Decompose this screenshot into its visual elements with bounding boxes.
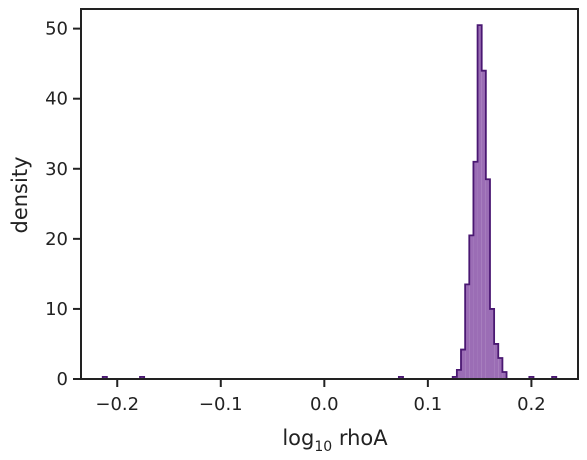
y-axis-label: density <box>8 157 32 234</box>
x-tick-label: −0.1 <box>199 394 243 415</box>
y-tick-label: 50 <box>45 19 68 40</box>
histogram-bar <box>456 369 461 379</box>
histogram-bar <box>481 70 486 380</box>
histogram-bar <box>477 25 482 379</box>
histogram-bars <box>101 24 561 380</box>
histogram-outline <box>101 24 561 380</box>
histogram-bar <box>102 376 107 379</box>
x-axis: −0.2 −0.1 0.0 0.1 0.2 <box>95 379 546 415</box>
histogram-bar <box>398 376 404 379</box>
histogram-bar <box>485 179 490 379</box>
x-axis-label-rest: rhoA <box>332 426 388 450</box>
histogram-bar <box>473 161 478 379</box>
histogram-bar <box>529 376 534 379</box>
y-tick-label: 0 <box>57 369 68 390</box>
histogram-bar <box>552 376 557 379</box>
y-tick-label: 10 <box>45 299 68 320</box>
histogram-bar <box>498 357 503 379</box>
x-tick-label: 0.0 <box>310 394 339 415</box>
histogram-bar <box>469 235 474 379</box>
x-axis-label-subscript: 10 <box>314 439 332 455</box>
histogram-bar <box>489 308 495 379</box>
histogram-bar <box>502 371 507 379</box>
histogram-bar <box>140 376 145 379</box>
x-tick-label: 0.1 <box>414 394 443 415</box>
y-tick-label: 20 <box>45 229 68 250</box>
y-tick-label: 40 <box>45 89 68 110</box>
histogram-bar <box>494 343 499 379</box>
x-axis-label: log10 rhoA <box>282 426 388 455</box>
x-tick-label: 0.2 <box>517 394 546 415</box>
plot-frame <box>80 8 579 380</box>
y-axis: 0 10 20 30 40 50 <box>45 19 81 390</box>
histogram-bar <box>460 349 466 379</box>
x-tick-label: −0.2 <box>95 394 139 415</box>
y-tick-label: 30 <box>45 159 68 180</box>
x-axis-label-base: log <box>282 426 314 450</box>
histogram-bar <box>465 284 470 379</box>
histogram-bar <box>452 376 457 379</box>
